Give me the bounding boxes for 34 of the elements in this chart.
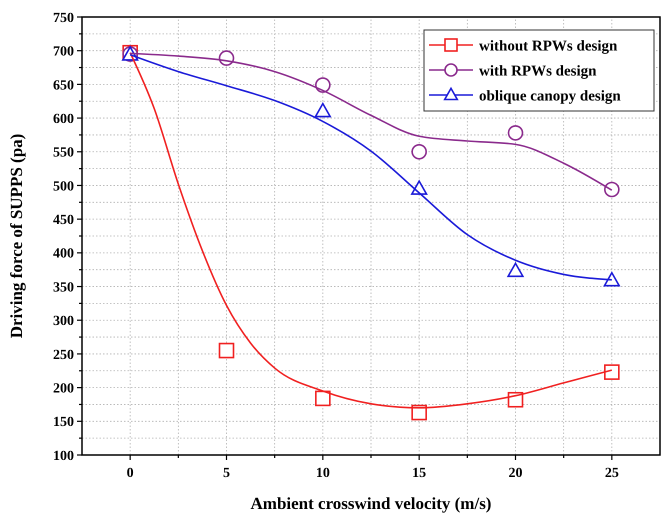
y-tick-label: 550 — [53, 146, 74, 161]
point — [315, 390, 331, 406]
x-tick-label: 5 — [223, 466, 230, 481]
y-axis-title: Driving force of SUPPS (pa) — [7, 134, 26, 338]
y-tick-label: 350 — [53, 280, 74, 296]
point — [411, 144, 427, 160]
point — [604, 364, 620, 380]
point — [604, 272, 620, 287]
y-tick-label: 500 — [53, 179, 74, 194]
y-tick-label: 700 — [53, 44, 74, 60]
y-tick-label: 150 — [53, 415, 74, 430]
y-tick-label: 600 — [53, 112, 74, 127]
x-tick-label: 10 — [316, 466, 330, 481]
legend-label: with RPWs design — [479, 63, 598, 80]
y-tick-label: 400 — [53, 246, 74, 262]
point — [604, 182, 620, 198]
x-tick-label: 20 — [508, 466, 522, 481]
x-tick-label: 15 — [412, 466, 426, 481]
x-tick-label: 0 — [126, 466, 134, 481]
x-tick-label: 25 — [604, 466, 619, 481]
y-tick-label: 300 — [53, 314, 74, 330]
y-tick-label: 650 — [53, 78, 74, 94]
point — [508, 125, 524, 141]
point — [218, 342, 234, 358]
point — [507, 262, 524, 278]
x-axis-title: Ambient crosswind velocity (m/s) — [250, 494, 492, 513]
point — [314, 102, 331, 118]
y-tick-label: 450 — [53, 213, 74, 228]
y-tick-label: 250 — [53, 348, 74, 363]
legend-label: oblique canopy design — [479, 88, 622, 104]
y-tick-label: 750 — [53, 10, 74, 26]
y-tick-label: 100 — [53, 448, 74, 464]
legend-label: without RPWs design — [479, 38, 618, 54]
y-tick-label: 200 — [53, 382, 74, 397]
